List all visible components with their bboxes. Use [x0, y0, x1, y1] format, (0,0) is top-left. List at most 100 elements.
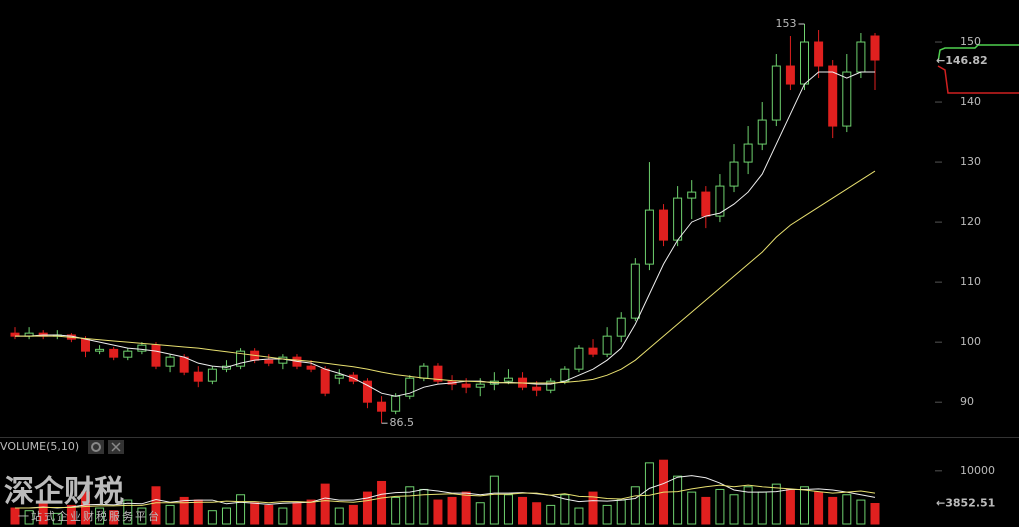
- low-label: 86.5: [390, 416, 415, 429]
- volume-bar: [38, 502, 48, 525]
- volume-bar: [66, 504, 76, 525]
- candle-body: [546, 380, 556, 391]
- volume-bar: [123, 499, 133, 525]
- candle-body: [673, 197, 683, 241]
- candle-body: [771, 65, 781, 121]
- volume-ma10-line: [15, 484, 876, 509]
- candle-body: [687, 191, 697, 199]
- candle-body: [278, 356, 288, 364]
- volume-bar: [771, 483, 781, 525]
- volume-bar: [250, 502, 260, 525]
- volume-bar: [334, 507, 344, 525]
- candle-body: [729, 161, 739, 187]
- candle-body: [475, 383, 485, 388]
- volume-bar: [644, 462, 654, 525]
- high-label: 153: [776, 17, 797, 30]
- volume-bar: [673, 475, 683, 525]
- close-icon[interactable]: [111, 442, 121, 452]
- candle-body: [264, 359, 274, 364]
- volume-bar: [320, 483, 330, 525]
- volume-bar: [842, 494, 852, 525]
- candle-body: [757, 119, 767, 145]
- volume-marker: ←3852.51: [936, 497, 995, 510]
- volume-bar: [856, 499, 866, 525]
- candle-body: [870, 35, 880, 61]
- volume-bar: [546, 504, 556, 525]
- volume-bar: [95, 507, 105, 525]
- candle-body: [800, 41, 810, 85]
- volume-bar: [264, 504, 274, 525]
- volume-ma5-line: [15, 475, 876, 509]
- candle-body: [616, 317, 626, 337]
- candle-body: [236, 350, 246, 367]
- volume-bar: [503, 494, 513, 525]
- candle-body: [433, 365, 443, 382]
- candle-body: [630, 263, 640, 319]
- candle-body: [701, 191, 711, 217]
- candle-body: [828, 65, 838, 127]
- candle-body: [179, 356, 189, 373]
- candle-body: [95, 348, 105, 352]
- y-tick-label: 140: [960, 95, 981, 108]
- ma-long-line: [15, 170, 876, 384]
- ask-line: [937, 65, 1019, 94]
- volume-bar: [828, 496, 838, 525]
- candle-body: [814, 41, 824, 67]
- candle-body: [856, 41, 866, 73]
- volume-bar: [236, 494, 246, 525]
- volume-bar: [165, 504, 175, 525]
- candle-body: [207, 368, 217, 382]
- y-tick-label: 90: [960, 395, 974, 408]
- volume-bar: [151, 486, 161, 525]
- volume-bar: [391, 496, 401, 525]
- candle-body: [461, 383, 471, 388]
- volume-bar: [306, 499, 316, 525]
- volume-bar: [757, 491, 767, 525]
- volume-bar: [560, 494, 570, 525]
- candle-body: [560, 368, 570, 382]
- volume-bar: [475, 502, 485, 525]
- candle-body: [574, 347, 584, 370]
- volume-bar: [52, 512, 62, 525]
- volume-bar: [814, 491, 824, 525]
- price-marker: ←146.82: [936, 54, 988, 67]
- candle-body: [503, 377, 513, 382]
- y-tick-label: 130: [960, 155, 981, 168]
- y-tick-label: 110: [960, 275, 981, 288]
- watermark-subtitle: 一站式企业财税服务平台: [18, 509, 161, 523]
- y-tick-label: 100: [960, 335, 981, 348]
- volume-bar: [362, 491, 372, 525]
- bid-line: [937, 44, 1019, 63]
- candle-body: [419, 365, 429, 379]
- ma-short-line: [15, 71, 875, 397]
- candle-body: [165, 356, 175, 367]
- candle-body: [137, 344, 147, 352]
- volume-bar: [532, 502, 542, 525]
- volume-bar: [630, 486, 640, 525]
- y-tick-label: 150: [960, 35, 981, 48]
- candle-body: [602, 335, 612, 355]
- volume-bar: [405, 486, 415, 525]
- volume-bar: [489, 475, 499, 525]
- volume-bar: [743, 486, 753, 525]
- volume-bar: [602, 504, 612, 525]
- settings-icon[interactable]: [91, 442, 101, 452]
- candle-body: [532, 386, 542, 391]
- candle-body: [588, 347, 598, 355]
- candle-body: [123, 350, 133, 358]
- candle-body: [743, 143, 753, 163]
- settings-button[interactable]: [88, 440, 104, 454]
- volume-bar: [800, 486, 810, 525]
- y-tick-label: 120: [960, 215, 981, 228]
- volume-bar: [518, 496, 528, 525]
- volume-bar: [80, 491, 90, 525]
- candle-body: [659, 209, 669, 241]
- volume-bar: [433, 499, 443, 525]
- volume-bar: [687, 491, 697, 525]
- volume-bar: [137, 507, 147, 525]
- candle-body: [405, 377, 415, 397]
- volume-bar: [292, 502, 302, 525]
- volume-bar: [348, 504, 358, 525]
